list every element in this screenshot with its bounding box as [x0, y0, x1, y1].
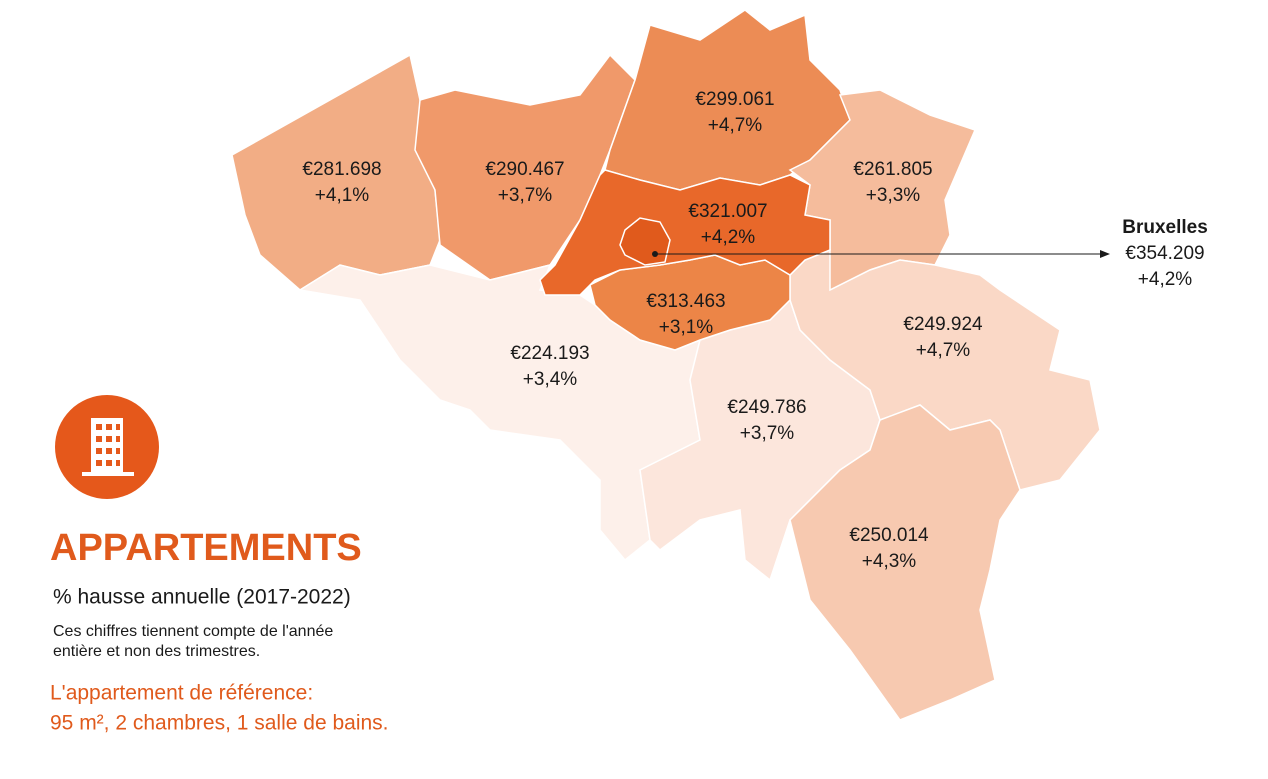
region-price: €321.007 — [688, 201, 767, 222]
region-change: +4,1% — [315, 185, 370, 206]
region-change: +3,3% — [866, 185, 921, 206]
region-price: €224.193 — [510, 343, 589, 364]
reference-line: 95 m², 2 chambres, 1 salle de bains. — [50, 712, 389, 735]
region-change: +4,3% — [862, 551, 917, 572]
subtitle: % hausse annuelle (2017-2022) — [53, 586, 351, 609]
reference-line: L'appartement de référence: — [50, 682, 313, 705]
brussels-price: €354.209 — [1125, 243, 1204, 264]
map — [231, 9, 1110, 721]
region-liege — [789, 248, 1101, 491]
region-price: €299.061 — [695, 89, 774, 110]
brussels-dot — [652, 251, 658, 257]
region-price: €250.014 — [849, 525, 929, 546]
region-price: €281.698 — [302, 159, 381, 180]
region-change: +3,7% — [740, 423, 795, 444]
brussels-change: +4,2% — [1138, 269, 1193, 290]
region-labels: €281.698 +4,1% €290.467 +3,7% €299.061 +4,7% €… — [302, 89, 983, 572]
region-price: €290.467 — [485, 159, 564, 180]
region-luxembourg — [789, 404, 1021, 721]
region-price: €313.463 — [646, 291, 725, 312]
note-line: entière et non des trimestres. — [53, 643, 260, 660]
note-line: Ces chiffres tiennent compte de l'année — [53, 623, 333, 640]
region-price: €261.805 — [853, 159, 932, 180]
region-flemish-brabant — [539, 169, 831, 296]
region-change: +4,7% — [708, 115, 763, 136]
region-change: +4,7% — [916, 340, 971, 361]
title: APPARTEMENTS — [50, 527, 362, 569]
pointer-arrowhead — [1100, 250, 1110, 258]
apartment-icon — [55, 395, 159, 499]
region-change: +3,7% — [498, 185, 553, 206]
brussels-name: Bruxelles — [1122, 217, 1208, 238]
region-price: €249.786 — [727, 397, 806, 418]
region-change: +3,1% — [659, 317, 714, 338]
region-change: +3,4% — [523, 369, 578, 390]
region-price: €249.924 — [903, 314, 983, 335]
region-change: +4,2% — [701, 227, 756, 248]
